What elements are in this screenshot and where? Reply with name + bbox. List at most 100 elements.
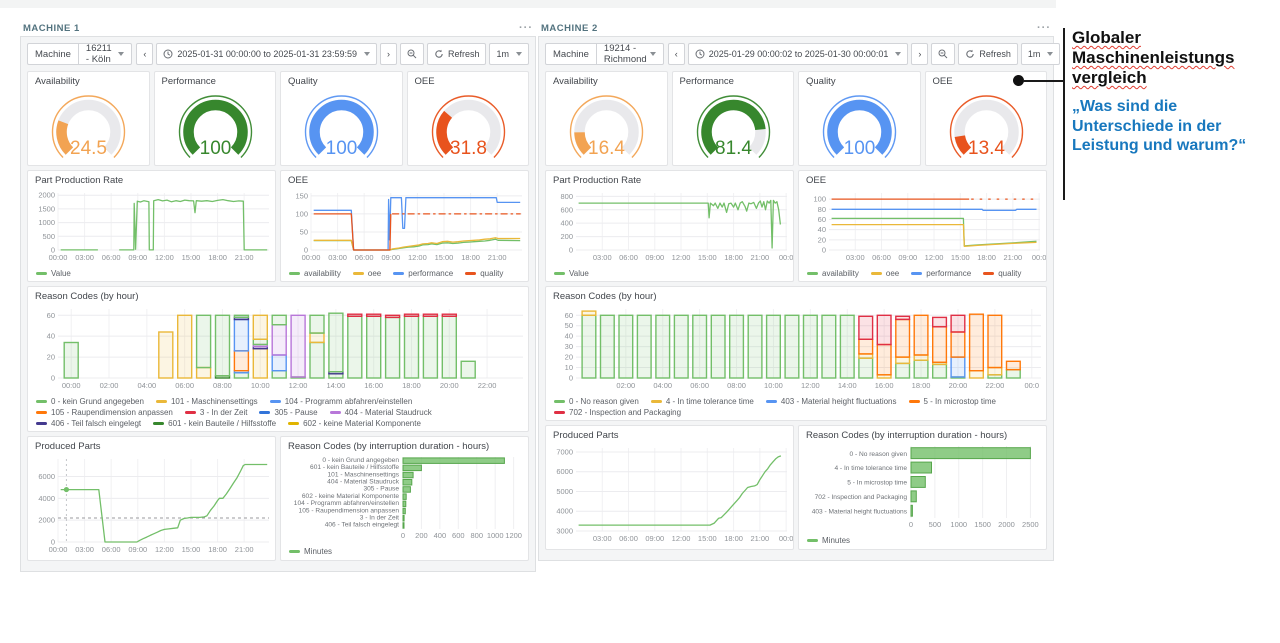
svg-text:0: 0 — [51, 538, 55, 547]
legend-item[interactable]: quality — [983, 269, 1021, 278]
refresh-interval-select[interactable]: 1m — [489, 43, 529, 65]
panel-title: OEE — [806, 175, 827, 186]
svg-text:60: 60 — [565, 311, 573, 320]
time-forward-button[interactable]: › — [379, 43, 397, 65]
svg-text:06:00: 06:00 — [872, 253, 891, 262]
legend-item[interactable]: performance — [911, 269, 971, 278]
legend-item[interactable]: 602 - keine Material Komponente — [288, 419, 421, 428]
svg-text:400: 400 — [560, 219, 573, 228]
time-back-button[interactable]: ‹ — [667, 43, 685, 65]
refresh-icon — [966, 49, 975, 58]
svg-text:1000: 1000 — [38, 218, 55, 227]
legend-swatch — [650, 400, 662, 403]
svg-text:00:0: 00:0 — [1024, 381, 1039, 390]
legend-item[interactable]: 403 - Material height fluctuations — [765, 397, 897, 406]
machine-select[interactable]: 16211 - Köln — [77, 43, 133, 65]
dashboard-toolbar: Machine 16211 - Köln ‹ 2025-01-31 00:00:… — [27, 43, 529, 65]
legend-item[interactable]: 305 - Pause — [259, 408, 318, 417]
svg-text:3000: 3000 — [556, 527, 573, 536]
time-range-button[interactable]: 2025-01-29 00:00:02 to 2025-01-30 00:00:… — [687, 43, 909, 65]
legend-label: 601 - kein Bauteile / Hilfsstoffe — [168, 419, 277, 428]
machine-select[interactable]: 19214 - Richmond — [595, 43, 664, 65]
svg-text:03:00: 03:00 — [593, 534, 612, 543]
legend-item[interactable]: 406 - Teil falsch eingelegt — [36, 419, 141, 428]
svg-text:08:00: 08:00 — [727, 381, 746, 390]
legend-label: oee — [885, 269, 900, 278]
legend-label: 4 - In time tolerance time — [665, 397, 754, 406]
refresh-interval-select[interactable]: 1m — [1020, 43, 1061, 65]
chart-legend: availability oee performance quality — [799, 268, 1046, 281]
gauges-row: Availability 16.4 Performance 81.4 Quali… — [545, 71, 1047, 166]
legend-item[interactable]: 404 - Material Staudruck — [329, 408, 432, 417]
oee-timeseries-chart: 03:00 06:00 09:00 12:00 15:00 18:00 21:00 00:0 0… — [813, 193, 1046, 262]
svg-text:602 - keine Material Komponent: 602 - keine Material Komponente — [302, 493, 399, 500]
legend-item[interactable]: oee — [870, 269, 900, 278]
legend-label: 104 - Programm abfahren/einstellen — [284, 397, 413, 406]
legend-item[interactable]: Minutes — [807, 536, 850, 545]
section-menu-icon[interactable]: ··· — [1037, 22, 1051, 34]
time-back-button[interactable]: ‹ — [136, 43, 154, 65]
clock-icon — [695, 49, 705, 59]
panel-title: Availability — [35, 76, 80, 87]
panel-produced-parts: Produced Parts 00:00 03:00 06:00 09:00 12:00… — [27, 436, 276, 561]
refresh-button[interactable]: Refresh — [426, 43, 487, 65]
legend-item[interactable]: 4 - In time tolerance time — [650, 397, 754, 406]
svg-text:200: 200 — [560, 232, 573, 241]
annotation-question: „Was sind die Unterschiede in der Leistu… — [1072, 98, 1247, 155]
legend-label: Value — [569, 269, 589, 278]
legend-item[interactable]: 0 - No reason given — [554, 397, 639, 406]
panel-title: Produced Parts — [553, 430, 619, 441]
svg-text:13.4: 13.4 — [968, 138, 1005, 159]
svg-text:15:00: 15:00 — [435, 253, 454, 262]
chevron-down-icon — [363, 52, 370, 56]
svg-text:18:00: 18:00 — [912, 381, 931, 390]
legend-item[interactable]: 105 - Raupendimension anpassen — [36, 408, 173, 417]
section-menu-icon[interactable]: ··· — [519, 22, 533, 34]
svg-text:30: 30 — [565, 342, 573, 351]
legend-swatch — [36, 422, 47, 425]
svg-text:40: 40 — [565, 332, 573, 341]
legend-item[interactable]: Value — [36, 269, 71, 278]
svg-text:2000: 2000 — [38, 516, 55, 525]
svg-text:500: 500 — [929, 520, 942, 529]
chart-legend: Minutes — [281, 546, 528, 559]
legend-item[interactable]: performance — [393, 269, 453, 278]
svg-text:403 - Material height fluctuat: 403 - Material height fluctuations — [812, 508, 908, 515]
legend-item[interactable]: 5 - In microstop time — [908, 397, 996, 406]
refresh-interval-value: 1m — [1027, 49, 1041, 59]
legend-item[interactable]: availability — [289, 269, 341, 278]
svg-text:18:00: 18:00 — [402, 381, 421, 390]
zoom-out-button[interactable] — [399, 43, 424, 65]
svg-text:00:00: 00:00 — [62, 381, 81, 390]
legend-item[interactable]: 601 - kein Bauteile / Hilfsstoffe — [153, 419, 276, 428]
panel-title: OEE — [932, 76, 953, 87]
svg-text:12:00: 12:00 — [408, 253, 427, 262]
time-forward-button[interactable]: › — [911, 43, 929, 65]
svg-text:105 - Raupendimension anpassen: 105 - Raupendimension anpassen — [299, 507, 400, 514]
zoom-out-button[interactable] — [931, 43, 956, 65]
legend-item[interactable]: 702 - Inspection and Packaging — [554, 408, 681, 417]
legend-item[interactable]: availability — [807, 269, 859, 278]
legend-swatch — [153, 422, 165, 425]
chevron-down-icon — [516, 52, 522, 56]
legend-item[interactable]: 0 - kein Grund angegeben — [36, 397, 144, 406]
svg-text:06:00: 06:00 — [102, 545, 121, 554]
time-range-button[interactable]: 2025-01-31 00:00:00 to 2025-01-31 23:59:… — [156, 43, 377, 65]
annotation: Globaler Maschinenleistungs vergleich „W… — [1072, 28, 1280, 156]
svg-text:0: 0 — [304, 246, 308, 255]
part-production-rate-chart: 03:00 06:00 09:00 12:00 15:00 18:00 21:00 00:0 0… — [560, 192, 793, 262]
svg-text:00:00: 00:00 — [49, 545, 68, 554]
legend-item[interactable]: 3 - In der Zeit — [184, 408, 247, 417]
legend-item[interactable]: quality — [465, 269, 503, 278]
svg-text:601 - kein Bauteile / Hilfssto: 601 - kein Bauteile / Hilfsstoffe — [310, 464, 399, 471]
legend-item[interactable]: oee — [352, 269, 381, 278]
legend-swatch — [765, 400, 777, 403]
legend-item[interactable]: Value — [554, 269, 589, 278]
legend-item[interactable]: Minutes — [289, 547, 332, 556]
panel-part-production-rate: Part Production Rate 00:00 03:00 06:00 09:0… — [27, 170, 276, 282]
refresh-button[interactable]: Refresh — [958, 43, 1018, 65]
legend-item[interactable]: 101 - Maschinensettings — [155, 397, 258, 406]
oee-gauge: 31.8 — [431, 95, 505, 159]
legend-item[interactable]: 104 - Programm abfahren/einstellen — [269, 397, 413, 406]
svg-text:18:00: 18:00 — [724, 253, 743, 262]
